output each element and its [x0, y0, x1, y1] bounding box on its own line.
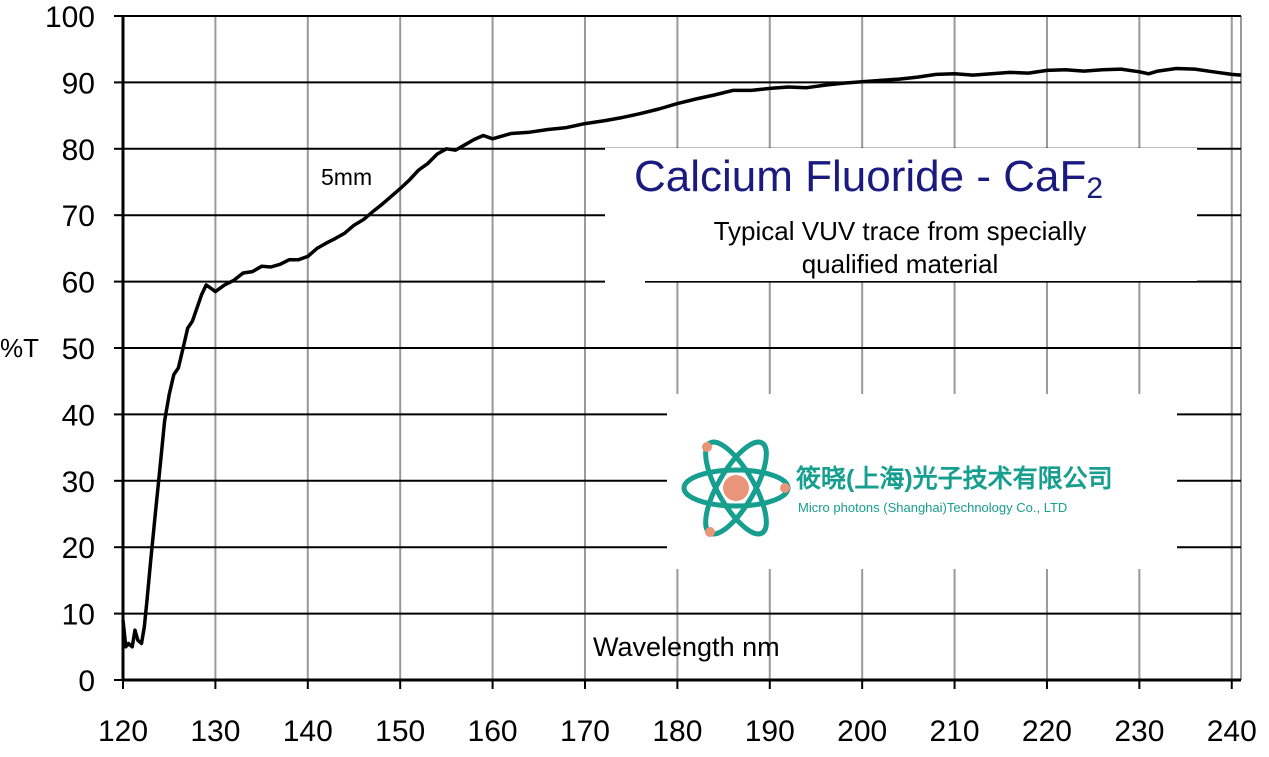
y-tick-label: 20 [62, 532, 95, 565]
title-box-ext [605, 281, 645, 291]
chart-title: Calcium Fluoride - CaF2 [634, 152, 1103, 205]
logo: 筱晓(上海)光子技术有限公司 Micro photons (Shanghai)T… [681, 439, 1113, 537]
x-tick-label: 210 [930, 715, 980, 748]
title-box [605, 148, 1197, 281]
company-name-cn: 筱晓(上海)光子技术有限公司 [796, 464, 1113, 493]
y-axis-label: %T [0, 333, 39, 363]
y-tick-label: 80 [62, 134, 95, 167]
y-tick-label: 90 [62, 67, 95, 100]
y-tick-label: 50 [62, 333, 95, 366]
y-tick-label: 0 [78, 665, 95, 698]
y-tick-label: 70 [62, 200, 95, 233]
x-tick-label: 130 [190, 715, 240, 748]
x-tick-label: 160 [468, 715, 518, 748]
series [121, 66, 1242, 649]
thickness-annotation: 5mm [321, 164, 372, 190]
chart-subtitle-line-1: Typical VUV trace from specially [714, 216, 1087, 246]
x-tick-label: 150 [375, 715, 425, 748]
y-tick-label: 30 [62, 466, 95, 499]
y-tick-label: 60 [62, 267, 95, 300]
x-tick-label: 220 [1022, 715, 1072, 748]
y-tick-label: 40 [62, 399, 95, 432]
chart-subtitle-line-2: qualified material [802, 249, 999, 279]
x-tick-label: 120 [98, 715, 148, 748]
x-tick-label: 190 [745, 715, 795, 748]
grid [123, 15, 1242, 680]
atom-icon [681, 439, 791, 537]
x-tick-label: 170 [560, 715, 610, 748]
x-axis-label: Wavelength nm [593, 632, 780, 662]
transmission-line [121, 66, 1242, 649]
axes [114, 15, 1241, 689]
y-tick-label: 100 [45, 1, 95, 34]
company-name-en: Micro photons (Shanghai)Technology Co., … [798, 500, 1067, 515]
y-tick-label: 10 [62, 599, 95, 632]
x-tick-label: 180 [652, 715, 702, 748]
tick-labels: 120 130 140 150 160 170 180 190 200 210 220 230 240 0… [45, 1, 1257, 748]
x-tick-label: 200 [837, 715, 887, 748]
x-tick-label: 240 [1207, 715, 1257, 748]
x-tick-label: 230 [1114, 715, 1164, 748]
x-tick-label: 140 [283, 715, 333, 748]
